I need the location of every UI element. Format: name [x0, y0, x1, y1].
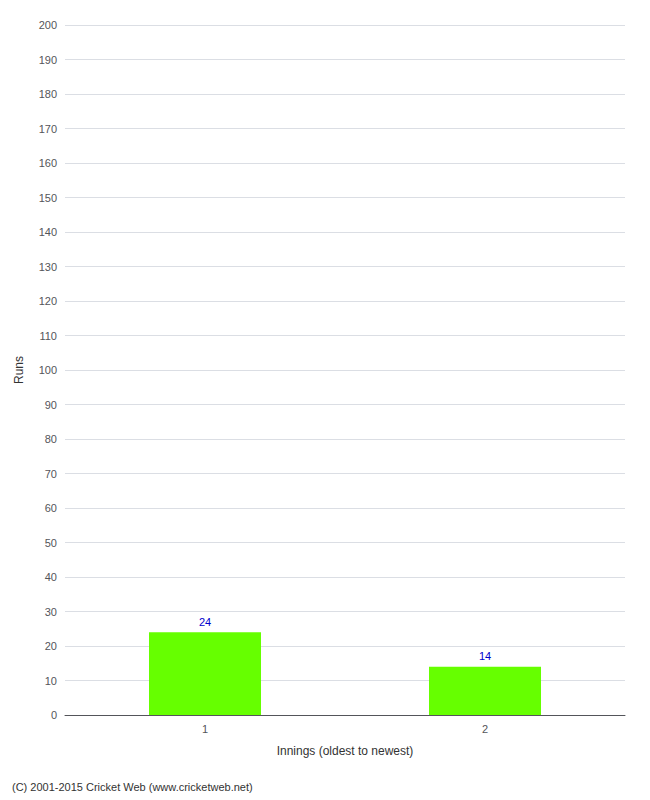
svg-text:0: 0 [51, 709, 57, 721]
svg-text:50: 50 [45, 537, 57, 549]
svg-text:100: 100 [39, 364, 57, 376]
svg-text:40: 40 [45, 571, 57, 583]
svg-text:60: 60 [45, 502, 57, 514]
svg-text:150: 150 [39, 192, 57, 204]
svg-text:Innings (oldest to newest): Innings (oldest to newest) [277, 744, 414, 758]
svg-text:180: 180 [39, 88, 57, 100]
svg-text:120: 120 [39, 295, 57, 307]
svg-text:20: 20 [45, 640, 57, 652]
svg-text:190: 190 [39, 54, 57, 66]
svg-text:160: 160 [39, 157, 57, 169]
svg-text:2: 2 [482, 723, 488, 735]
svg-text:80: 80 [45, 433, 57, 445]
svg-text:70: 70 [45, 468, 57, 480]
svg-text:24: 24 [199, 616, 211, 628]
svg-text:140: 140 [39, 226, 57, 238]
svg-text:30: 30 [45, 606, 57, 618]
svg-text:10: 10 [45, 675, 57, 687]
svg-text:(C) 2001-2015 Cricket Web (www: (C) 2001-2015 Cricket Web (www.cricketwe… [12, 781, 253, 793]
svg-text:Runs: Runs [12, 356, 26, 384]
svg-text:1: 1 [202, 723, 208, 735]
svg-text:200: 200 [39, 19, 57, 31]
svg-text:14: 14 [479, 650, 491, 662]
svg-text:110: 110 [39, 330, 57, 342]
svg-text:130: 130 [39, 261, 57, 273]
svg-text:90: 90 [45, 399, 57, 411]
svg-text:170: 170 [39, 123, 57, 135]
